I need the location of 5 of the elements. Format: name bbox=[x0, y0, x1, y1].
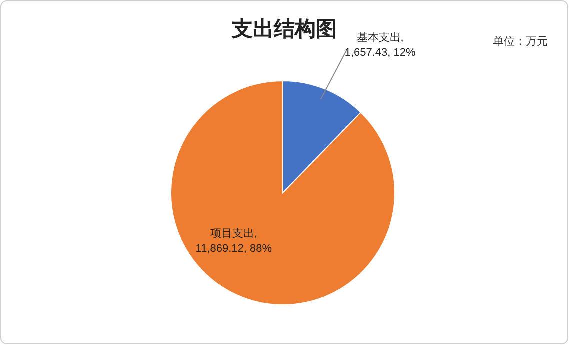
pie-slice bbox=[170, 80, 396, 306]
slice-label: 项目支出, 11,869.12, 88% bbox=[196, 227, 272, 256]
slice-label: 基本支出, 1,657.43, 12% bbox=[344, 31, 416, 60]
text: 单位：万元 bbox=[493, 35, 548, 48]
chart-title: 支出结构图 bbox=[231, 18, 337, 41]
